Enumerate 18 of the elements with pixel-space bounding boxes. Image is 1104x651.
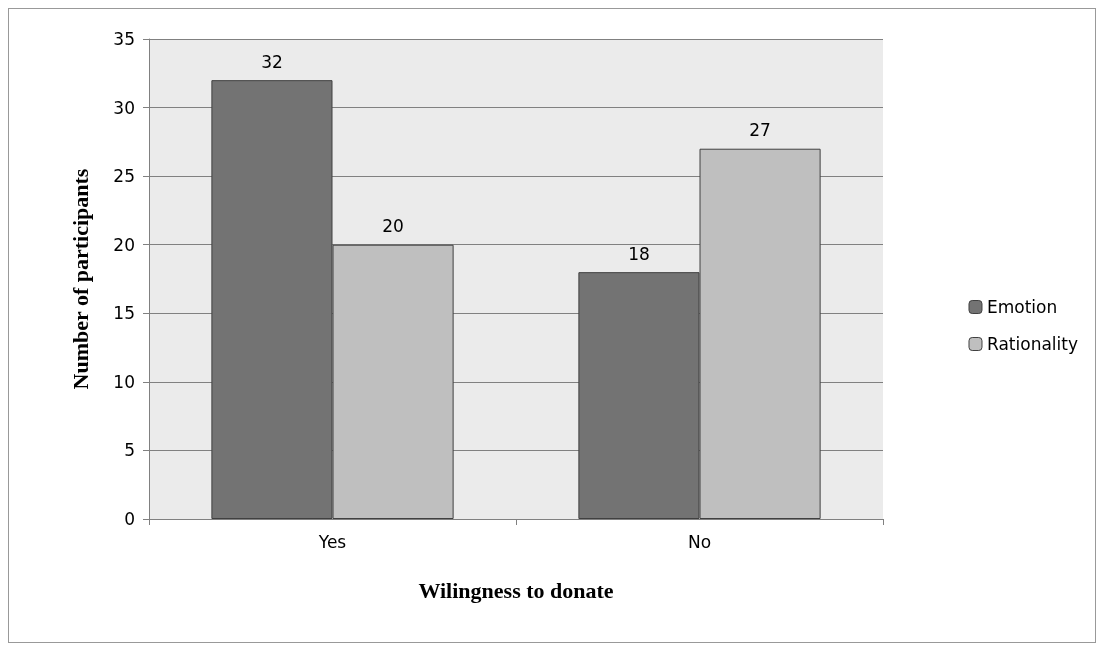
x-axis-title: Wilingness to donate [418, 577, 614, 603]
y-tick-label: 5 [124, 440, 135, 461]
y-tick-label: 10 [113, 371, 135, 392]
y-tick-label: 25 [113, 166, 135, 187]
data-label: 27 [749, 120, 771, 141]
x-tick-label: Yes [317, 531, 347, 552]
y-tick-label: 20 [113, 234, 135, 255]
y-tick-label: 0 [124, 509, 135, 529]
y-axis-title: Number of participants [67, 168, 93, 390]
y-tick-label: 30 [113, 97, 135, 118]
x-tick-label: No [687, 531, 712, 552]
y-tick-label: 35 [113, 29, 135, 49]
data-label: 20 [382, 216, 404, 237]
legend-label: Emotion [986, 297, 1058, 317]
y-tick-label: 15 [113, 303, 135, 324]
data-label: 32 [261, 51, 283, 72]
legend-label: Rationality [986, 334, 1079, 354]
data-label: 18 [628, 243, 650, 264]
